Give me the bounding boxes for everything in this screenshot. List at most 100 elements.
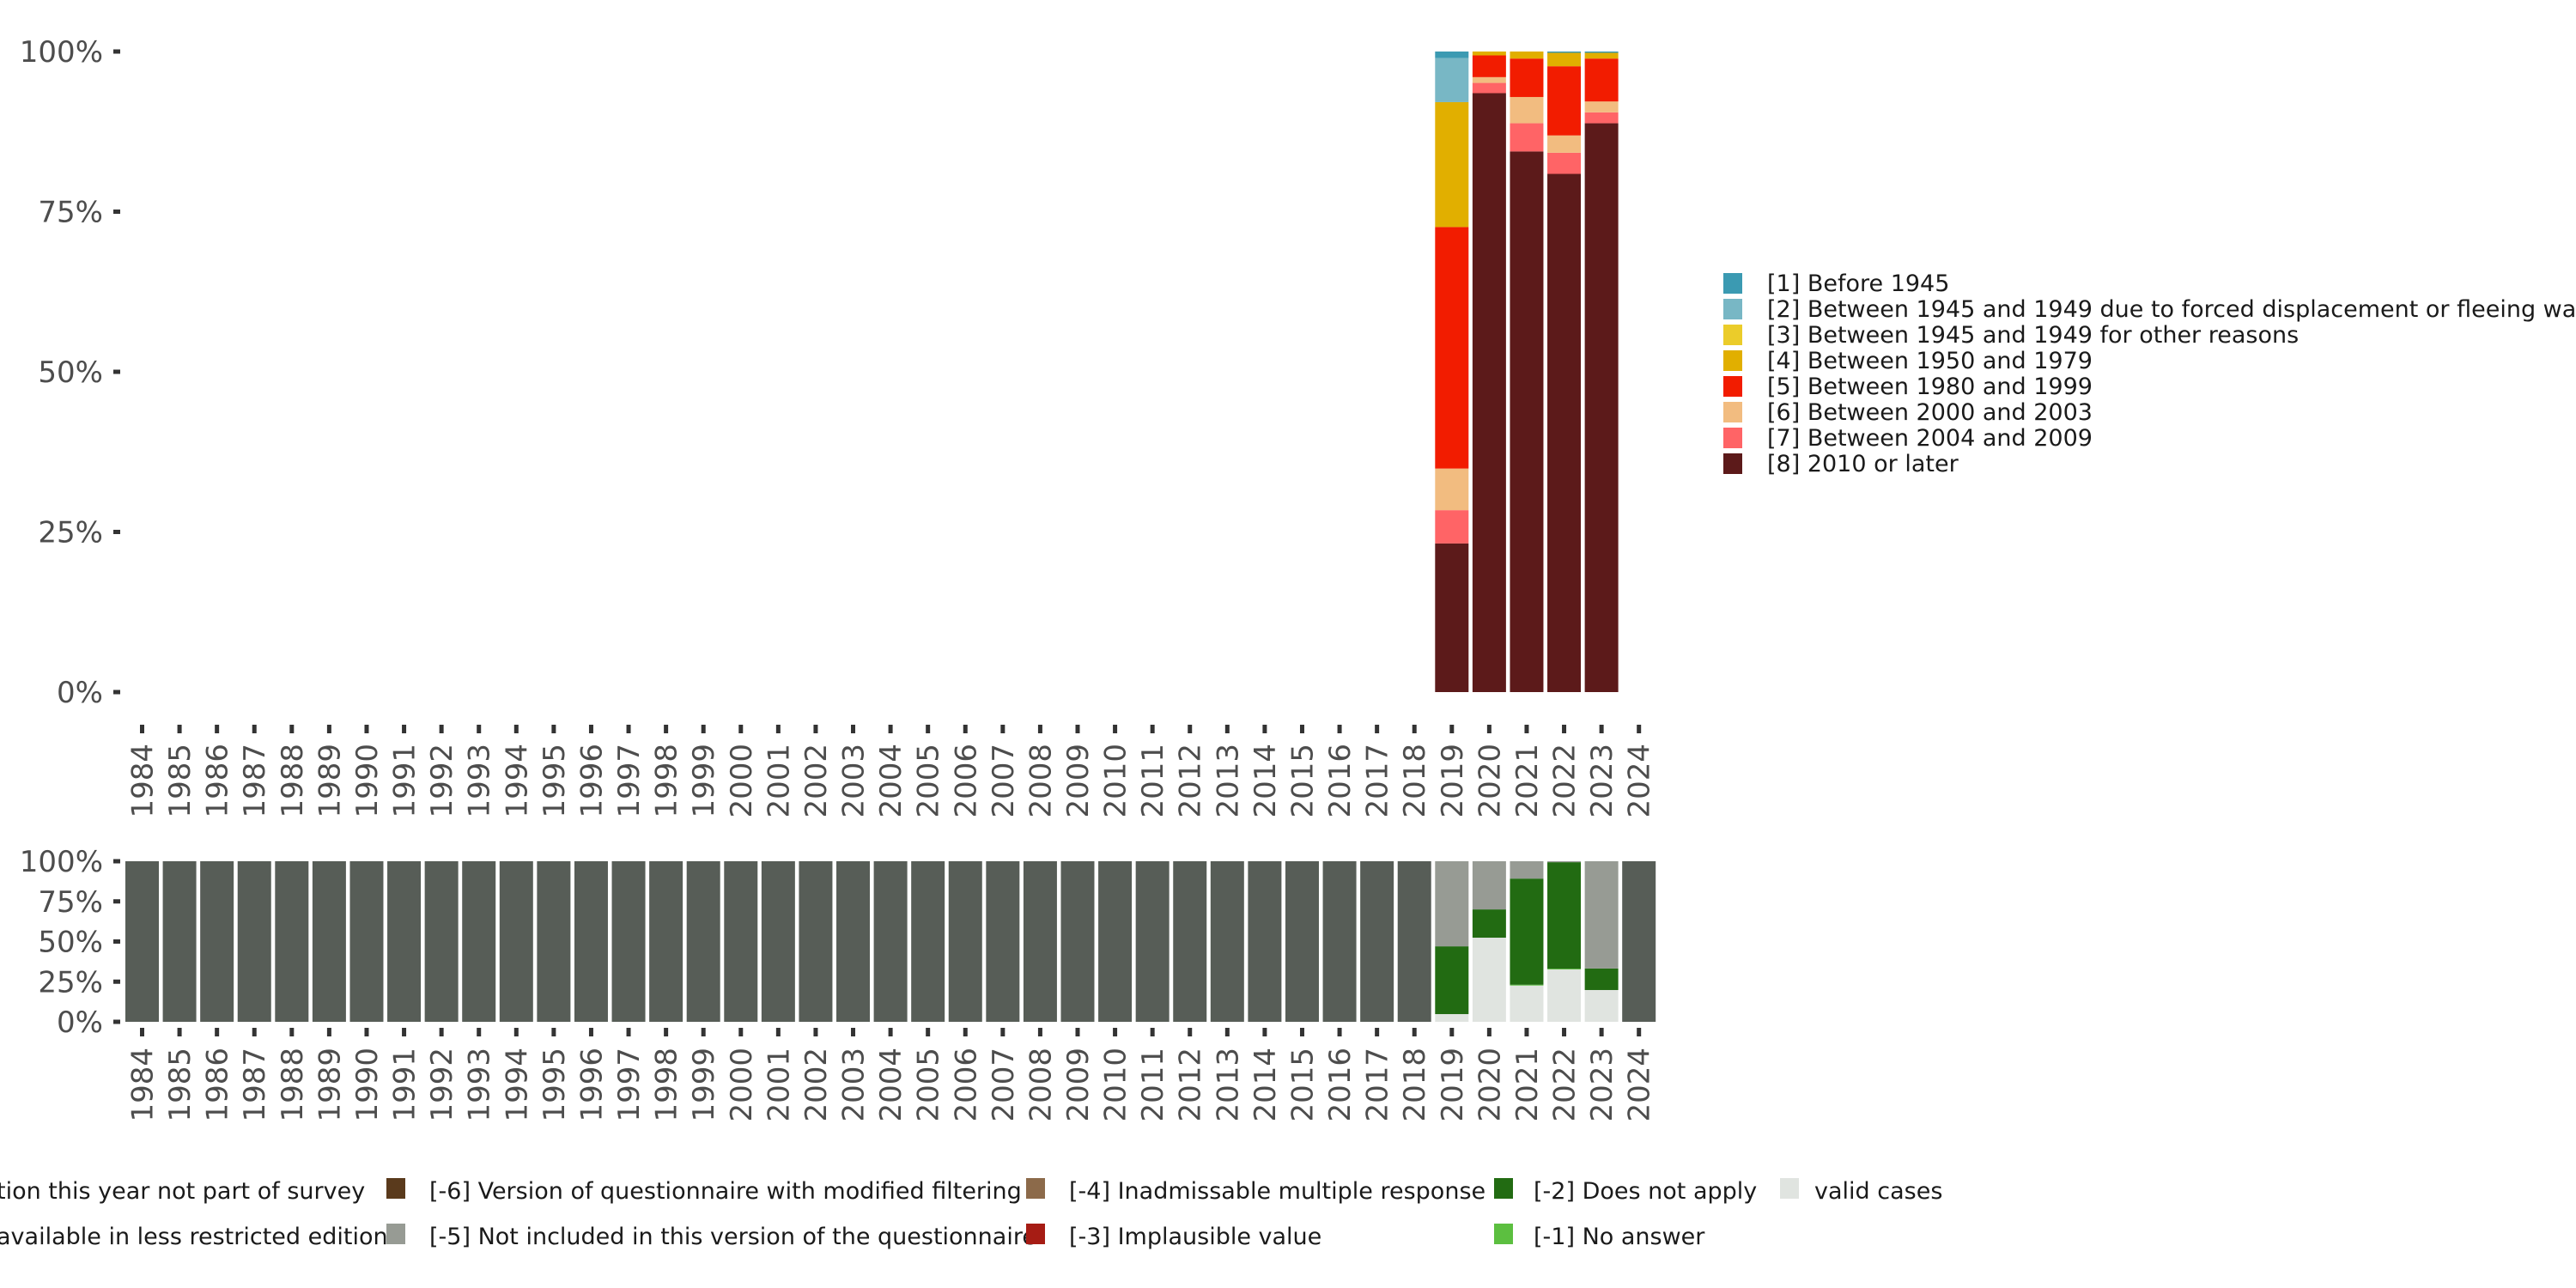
x-tick-label: 2020 [1473, 744, 1507, 818]
x-tick-label: 2000 [725, 744, 759, 818]
x-tick-label: 2003 [837, 1048, 872, 1122]
y-tick-label: 25% [38, 516, 103, 550]
bar-segment [1584, 989, 1619, 1022]
bar-segment [1435, 52, 1469, 58]
x-tick-label: 1994 [500, 744, 534, 818]
x-tick-label: 2001 [762, 1048, 796, 1122]
top-chart: 0%25%50%75%100%1984 1985 1986 1987 1988 1989 1… [20, 35, 1657, 818]
bottom-chart: 0%25%50%75%100%1984 1985 1986 1987 1988 1989 1… [20, 845, 1657, 1122]
legend-swatch [386, 1178, 405, 1199]
bar-segment [986, 861, 1020, 1022]
bar-segment [1510, 878, 1544, 985]
x-tick-label: 2003 [837, 744, 872, 818]
x-tick-label: 2011 [1136, 1048, 1170, 1122]
legend-label: [-4] Inadmissable multiple response [1069, 1178, 1485, 1205]
x-tick-label: 2011 [1136, 744, 1170, 818]
x-tick-label: 1990 [350, 744, 385, 818]
bar-segment [1435, 1014, 1469, 1022]
x-tick-label: 2005 [912, 744, 946, 818]
legend-swatch [1026, 1224, 1045, 1244]
y-tick-label: 100% [20, 845, 103, 879]
bar-segment [1173, 861, 1207, 1022]
bar-segment [1510, 58, 1544, 97]
bar-segment [873, 861, 908, 1022]
x-tick-label: 2005 [912, 1048, 946, 1122]
bar-segment [349, 861, 384, 1022]
bar-segment [1510, 123, 1544, 152]
legend-swatch [1723, 428, 1742, 448]
bar-segment [1472, 82, 1506, 94]
x-tick-label: 2015 [1285, 1048, 1320, 1122]
legend-label: [7] Between 2004 and 2009 [1767, 425, 2093, 452]
x-tick-label: 2002 [799, 744, 834, 818]
x-tick-label: 2014 [1249, 1048, 1283, 1122]
x-tick-label: 2010 [1099, 1048, 1133, 1122]
bar-segment [1547, 861, 1582, 863]
x-tick-label: 1998 [650, 744, 684, 818]
bar-segment [1510, 96, 1544, 124]
x-tick-label: 2021 [1510, 1048, 1545, 1122]
bar-segment [1472, 909, 1506, 939]
x-tick-label: 1985 [163, 744, 197, 818]
x-tick-label: 2015 [1285, 744, 1320, 818]
bar-segment [1510, 52, 1544, 59]
bar-segment [537, 861, 571, 1022]
x-tick-label: 1987 [238, 1048, 272, 1122]
x-tick-label: 1986 [201, 1048, 235, 1122]
x-tick-label: 1993 [463, 1048, 497, 1122]
bar-segment [1547, 152, 1582, 174]
x-tick-label: 1996 [574, 1048, 609, 1122]
bar-segment [1435, 510, 1469, 544]
bar-segment [1584, 968, 1619, 990]
bar-segment [686, 861, 720, 1022]
x-tick-label: 2022 [1548, 744, 1583, 818]
x-tick-label: 2021 [1510, 744, 1545, 818]
x-tick-label: 2023 [1585, 744, 1619, 818]
bar-segment [1547, 135, 1582, 153]
bar-segment [724, 861, 758, 1022]
x-tick-label: 1995 [538, 744, 572, 818]
x-tick-label: 1997 [612, 1048, 647, 1122]
legend-label: [1] Before 1945 [1767, 270, 1949, 297]
bar-segment [1060, 861, 1095, 1022]
x-tick-label: 1988 [276, 1048, 310, 1122]
x-tick-label: 2009 [1061, 744, 1096, 818]
bar-segment [1547, 66, 1582, 136]
legend-label: [6] Between 2000 and 2003 [1767, 399, 2093, 426]
x-tick-label: 2007 [987, 1048, 1021, 1122]
bar-segment [499, 861, 533, 1022]
bar-segment [1584, 112, 1619, 124]
bar-segment [275, 861, 309, 1022]
x-tick-label: 1997 [612, 744, 647, 818]
bar-segment [799, 861, 833, 1022]
bar-segment [1510, 984, 1544, 986]
bar-segment [911, 861, 945, 1022]
legend-swatch [1723, 402, 1742, 422]
bar-segment [462, 861, 496, 1022]
bar-segment [1584, 58, 1619, 102]
bar-segment [312, 861, 346, 1022]
x-tick-label: 1985 [163, 1048, 197, 1122]
x-tick-label: 1988 [276, 744, 310, 818]
bar-segment [1547, 173, 1582, 693]
y-tick-label: 100% [20, 35, 103, 70]
top-legend: [1] Before 1945[2] Between 1945 and 1949… [1723, 270, 2576, 477]
bar-segment [1622, 861, 1656, 1022]
bar-segment [761, 861, 795, 1022]
bar-segment [948, 861, 982, 1022]
bar-segment [1248, 861, 1282, 1022]
bar-segment [1135, 861, 1170, 1022]
bar-segment [1584, 123, 1619, 692]
y-tick-label: 75% [38, 885, 103, 920]
x-tick-label: 1991 [388, 744, 422, 818]
bar-segment [1547, 52, 1582, 67]
bar-segment [1435, 468, 1469, 511]
x-tick-label: 2006 [949, 1048, 983, 1122]
x-tick-label: 1984 [126, 1048, 161, 1122]
bar-segment [1547, 862, 1582, 969]
bar-segment [1322, 861, 1357, 1022]
legend-label: tion this year not part of survey [0, 1178, 365, 1205]
x-tick-label: 2004 [874, 1048, 908, 1122]
bar-segment [1510, 985, 1544, 1022]
bar-segment [424, 861, 459, 1022]
